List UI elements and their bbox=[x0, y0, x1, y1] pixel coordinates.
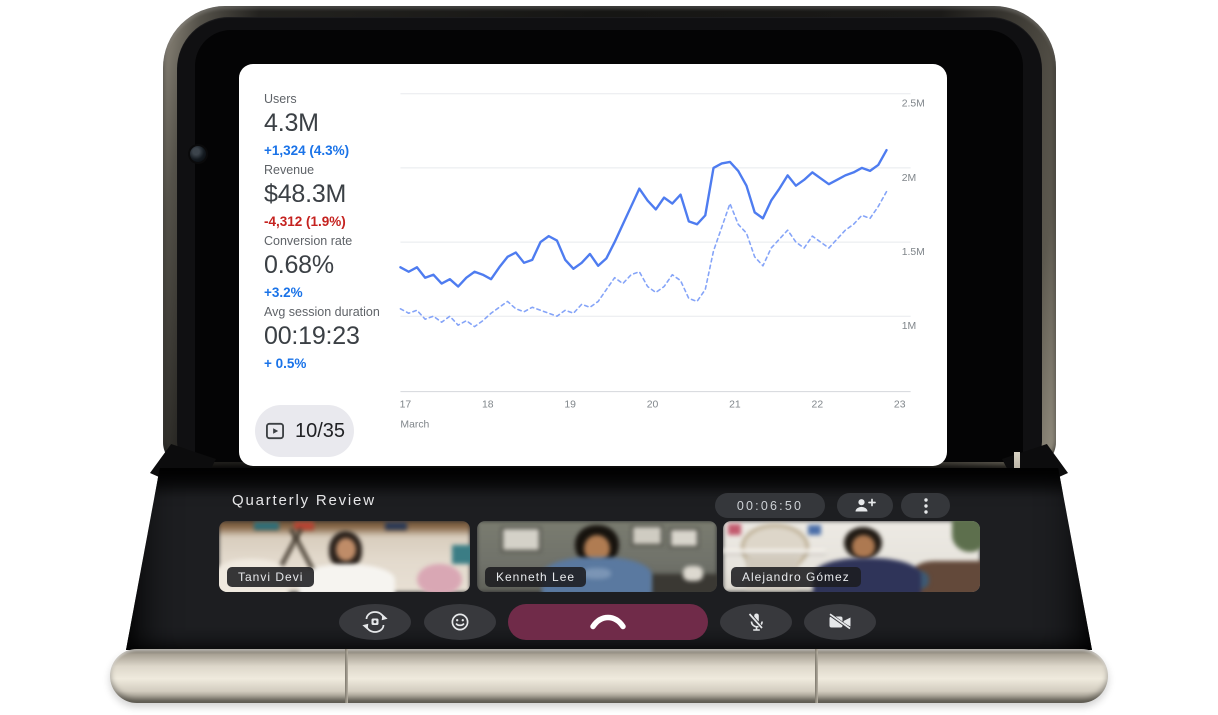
slideshow-play-icon bbox=[265, 422, 284, 440]
camera-off-button[interactable] bbox=[804, 604, 876, 640]
meeting-title: Quarterly Review bbox=[232, 492, 376, 509]
more-vert-icon bbox=[923, 497, 928, 514]
plant bbox=[951, 521, 980, 553]
shelf-item bbox=[254, 522, 280, 531]
wall-frame bbox=[669, 528, 700, 548]
video-tile-alejandro-gomez[interactable]: Alejandro Gómez bbox=[723, 521, 980, 592]
svg-text:2.5M: 2.5M bbox=[902, 99, 925, 110]
mute-microphone-button[interactable] bbox=[720, 604, 792, 640]
stat-label: Conversion rate bbox=[264, 234, 353, 248]
mantel-shelf bbox=[723, 549, 826, 553]
wall-frame bbox=[501, 526, 541, 552]
stat-value: 0.68% bbox=[264, 251, 334, 279]
coffee-cup bbox=[683, 566, 703, 581]
stat-delta: +1,324 (4.3%) bbox=[264, 142, 350, 158]
stat-delta: -4,312 (1.9%) bbox=[264, 213, 346, 229]
svg-text:2M: 2M bbox=[902, 173, 916, 184]
person-face bbox=[335, 538, 356, 561]
antenna-seam bbox=[345, 649, 348, 703]
reactions-button[interactable] bbox=[424, 604, 496, 640]
svg-text:1M: 1M bbox=[902, 321, 916, 332]
person-add-icon bbox=[855, 498, 876, 512]
participant-name-tag: Tanvi Devi bbox=[227, 567, 315, 587]
svg-text:23: 23 bbox=[894, 399, 906, 410]
slide-counter-label: 10/35 bbox=[294, 419, 346, 442]
stat-value: 00:19:23 bbox=[264, 322, 360, 350]
stat-value: $48.3M bbox=[264, 180, 347, 208]
add-person-button[interactable] bbox=[837, 493, 893, 518]
mantel-photo bbox=[807, 525, 821, 536]
video-tile-tanvi-devi[interactable]: Tanvi Devi bbox=[219, 521, 470, 592]
emoji-reactions-icon bbox=[451, 613, 469, 631]
teal-item bbox=[452, 545, 470, 564]
videocam-off-icon bbox=[829, 613, 852, 631]
device-bottom-screen: Quarterly Review 00:06:50 bbox=[126, 468, 1092, 650]
stat-delta: +3.2% bbox=[264, 284, 303, 300]
mic-off-icon bbox=[748, 613, 765, 631]
mantel-photo bbox=[728, 523, 741, 536]
stat-users: Users 4.3M +1,324 (4.3%) bbox=[264, 92, 434, 158]
participant-name-tag: Kenneth Lee bbox=[485, 567, 587, 587]
switch-camera-button[interactable] bbox=[339, 604, 411, 640]
svg-text:March: March bbox=[400, 419, 429, 430]
wall-frame bbox=[630, 525, 664, 547]
stat-session-duration: Avg session duration 00:19:23 + 0.5% bbox=[264, 305, 434, 371]
stat-revenue: Revenue $48.3M -4,312 (1.9%) bbox=[264, 163, 434, 229]
end-call-button[interactable] bbox=[508, 604, 708, 640]
call-timer-pill: 00:06:50 bbox=[715, 493, 825, 518]
video-tile-kenneth-lee[interactable]: Kenneth Lee bbox=[477, 521, 717, 592]
stat-value: 4.3M bbox=[264, 109, 319, 137]
shirt-collar bbox=[582, 567, 612, 580]
presented-slide: 2.5M 2M 1.5M 1M 17 18 19 20 21 22 23 March Users 4.… bbox=[239, 64, 947, 466]
device-base-edge bbox=[110, 649, 1108, 703]
shelf-item bbox=[384, 522, 408, 531]
svg-text:17: 17 bbox=[400, 399, 412, 410]
svg-text:1.5M: 1.5M bbox=[902, 247, 925, 258]
svg-text:22: 22 bbox=[812, 399, 824, 410]
end-call-icon bbox=[590, 614, 626, 630]
slide-counter-pill[interactable]: 10/35 bbox=[255, 405, 354, 457]
call-timer-label: 00:06:50 bbox=[736, 498, 804, 513]
more-options-button[interactable] bbox=[901, 493, 950, 518]
stat-conversion-rate: Conversion rate 0.68% +3.2% bbox=[264, 234, 434, 300]
svg-text:18: 18 bbox=[482, 399, 494, 410]
stat-label: Avg session duration bbox=[264, 305, 380, 319]
stat-delta: + 0.5% bbox=[264, 355, 307, 371]
participant-name-tag: Alejandro Gómez bbox=[731, 567, 861, 587]
shelf-item bbox=[294, 521, 315, 531]
person-face bbox=[851, 535, 875, 558]
svg-text:21: 21 bbox=[729, 399, 741, 410]
stat-label: Users bbox=[264, 92, 297, 106]
switch-camera-icon bbox=[362, 611, 388, 633]
person-shirt bbox=[299, 563, 395, 592]
analytics-line-chart: 2.5M 2M 1.5M 1M 17 18 19 20 21 22 23 March bbox=[399, 93, 925, 430]
antenna-seam bbox=[815, 649, 818, 703]
svg-text:19: 19 bbox=[564, 399, 576, 410]
stat-label: Revenue bbox=[264, 163, 315, 177]
front-camera-icon bbox=[190, 146, 206, 162]
svg-text:20: 20 bbox=[647, 399, 659, 410]
pink-pillow bbox=[417, 563, 463, 592]
